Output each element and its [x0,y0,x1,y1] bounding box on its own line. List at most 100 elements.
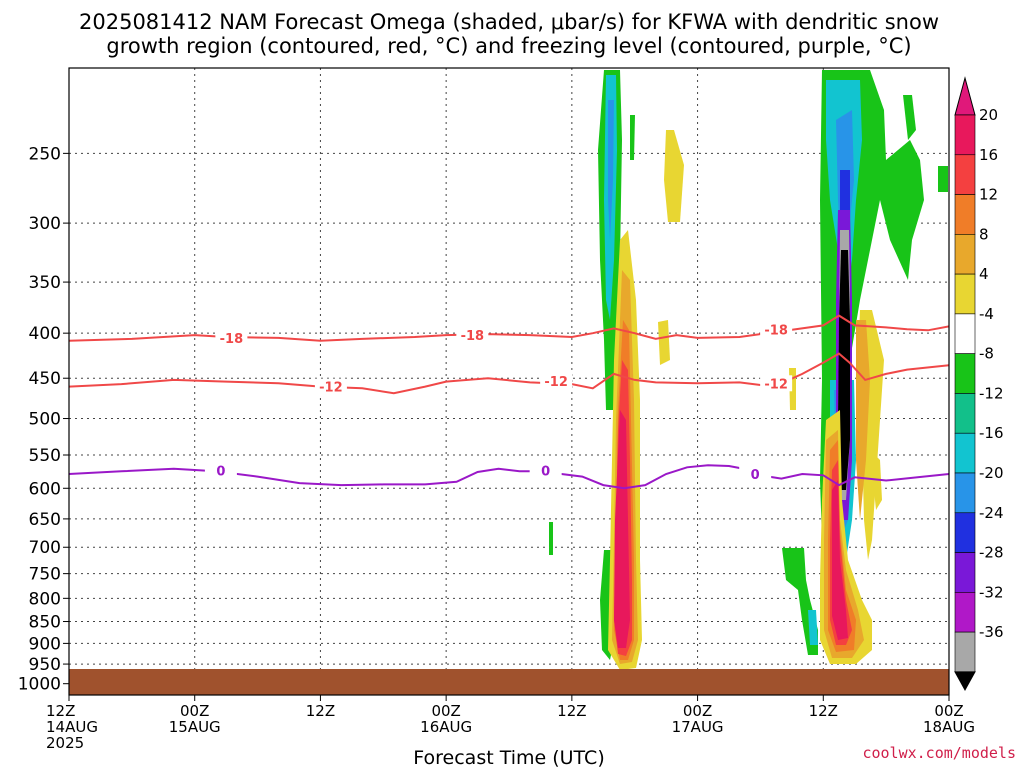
chart-title-line1: 2025081412 NAM Forecast Omega (shaded, μ… [79,10,939,34]
y-tick-label: 700 [29,538,61,558]
contour-label-bg [314,378,347,395]
colorbar-label: 20 [979,106,998,124]
contour-label-bg [215,329,248,346]
x-tick-label: 18AUG [923,718,975,736]
colorbar-swatch [954,353,976,394]
omega-region [614,410,630,648]
colorbar-label: -36 [979,623,1004,641]
contour-label-bg [456,327,489,344]
colorbar-swatch [954,592,976,633]
colorbar-swatch [954,393,976,434]
omega-region [903,95,916,140]
contour-label: 0 [751,468,760,483]
x-tick-label: 12Z [306,702,335,720]
omega-region [838,250,850,490]
colorbar-label: -4 [979,305,994,323]
colorbar-swatch [954,512,976,553]
x-tick-label: 16AUG [420,718,472,736]
contour-label: -12 [764,377,788,392]
contour-lines [69,314,949,490]
x-tick-label: 12Z [809,702,838,720]
colorbar-label: -12 [979,384,1004,402]
y-tick-label: 900 [29,634,61,654]
colorbar-swatch [954,552,976,593]
contour-line-0 [69,464,949,490]
y-tick-label: 400 [29,324,61,344]
omega-region [658,320,670,365]
x-tick-label: 12Z [46,702,75,720]
x-axis-label: Forecast Time (UTC) [413,747,604,768]
y-tick-label: 250 [29,144,61,164]
colorbar-swatch [954,114,976,156]
colorbar-swatch [954,313,976,354]
omega-region [938,166,948,192]
colorbar-label: -16 [979,424,1004,442]
colorbar-top-arrow [954,76,976,116]
omega-region [832,480,848,640]
x-tick-label: 00Z [180,702,209,720]
colorbar-label: 12 [979,186,998,204]
omega-region [549,522,553,555]
contour-label: -18 [461,329,485,344]
y-axis-ticks: 2503003504004505005506006507007508008509… [18,144,69,695]
colorbar: 20 16 12 8 4 -4 -8 -12 -16 -20 -24 -28 -32 -36 [954,76,1004,692]
x-tick-label: 15AUG [169,718,221,736]
omega-region [782,548,818,655]
x-tick-label: 00Z [934,702,963,720]
x-tick-label: 00Z [683,702,712,720]
y-tick-label: 650 [29,510,61,530]
omega-region [664,130,684,222]
colorbar-swatch [954,273,976,315]
colorbar-label: -20 [979,464,1004,482]
contour-label: 0 [541,465,550,480]
colorbar-swatch [954,631,976,673]
contour-label-bg [540,372,573,389]
omega-region [808,610,818,645]
contour-label-bg [760,375,793,392]
colorbar-swatch [954,234,976,275]
contour-line--18 [69,314,949,342]
omega-region [856,320,870,520]
contour-labels: -18 -18 -18 -12 -12 -12 0 0 0 [204,321,793,483]
y-tick-label: 800 [29,589,61,609]
colorbar-label: 8 [979,225,989,243]
y-tick-label: 600 [29,479,61,499]
chart-title-line2: growth region (contoured, red, °C) and f… [106,34,911,58]
omega-region [608,100,614,240]
x-tick-label: 00Z [431,702,460,720]
colorbar-label: 16 [979,146,998,164]
colorbar-label: -28 [979,544,1004,562]
colorbar-label: -32 [979,583,1004,601]
plot-frame [68,67,950,696]
colorbar-bottom-arrow [954,671,976,692]
colorbar-swatch [954,432,976,474]
y-tick-label: 550 [29,446,61,466]
contour-line--12 [69,352,949,395]
y-tick-label: 350 [29,273,61,293]
colorbar-label: -24 [979,504,1004,522]
colorbar-swatch [954,154,976,195]
y-tick-label: 950 [29,655,61,675]
colorbar-swatch [954,194,976,235]
x-tick-label: 14AUG [46,718,98,736]
x-tick-label: 12Z [557,702,586,720]
y-tick-label: 450 [29,369,61,389]
colorbar-label: 4 [979,265,989,283]
colorbar-label: -8 [979,345,994,363]
contour-label-bg [739,465,772,482]
terrain-below-ground [69,669,949,695]
contour-label: -12 [544,375,568,390]
omega-region [630,115,635,160]
contour-label: 0 [216,465,225,480]
contour-label: -12 [319,381,343,396]
omega-shading [69,70,949,695]
contour-label-bg [529,462,562,479]
y-tick-label: 500 [29,410,61,430]
colorbar-swatch [954,472,976,514]
contour-label: -18 [764,323,788,338]
contour-label-bg [760,321,793,338]
credit-text: coolwx.com/models [862,744,1016,762]
y-tick-label: 300 [29,214,61,234]
